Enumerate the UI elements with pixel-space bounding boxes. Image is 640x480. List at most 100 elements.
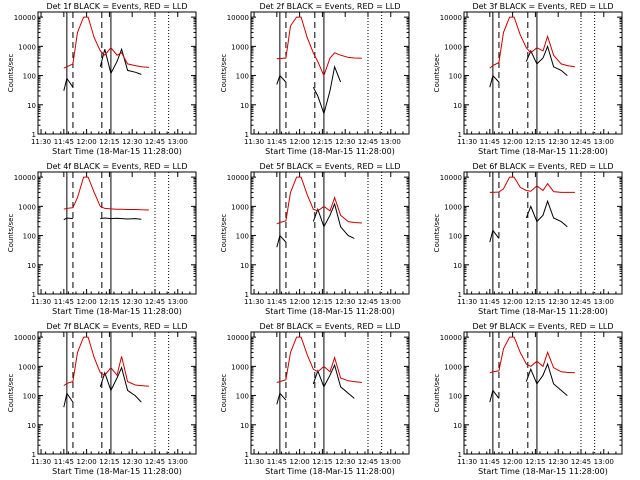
series-line-lld: [63, 336, 149, 387]
series-line-lld: [276, 16, 362, 77]
series-line-lld: [63, 16, 149, 69]
x-tick-label: 11:30: [31, 138, 51, 146]
x-axis-label: Start Time (18-Mar-15 11:28:00): [478, 467, 608, 476]
x-tick-label: 12:15: [99, 138, 119, 146]
x-tick-label: 12:00: [503, 138, 523, 146]
x-tick-label: 11:45: [267, 298, 287, 306]
y-tick-label: 1000: [18, 203, 36, 211]
y-axis-label: Counts/sec: [7, 374, 15, 413]
x-tick-label: 11:45: [54, 138, 74, 146]
x-axis-label: Start Time (18-Mar-15 11:28:00): [265, 147, 395, 156]
plot-frame: [463, 11, 623, 135]
x-tick-label: 12:00: [77, 458, 97, 466]
x-tick-label: 12:15: [525, 298, 545, 306]
y-tick-label: 100: [236, 233, 249, 241]
y-tick-label: 1: [32, 131, 36, 139]
series-line-events: [63, 366, 142, 408]
x-tick-label: 12:15: [525, 138, 545, 146]
plot-frame: [37, 11, 197, 135]
y-axis-label: Counts/sec: [7, 54, 15, 93]
y-tick-label: 10000: [440, 334, 462, 342]
y-tick-label: 1: [245, 131, 249, 139]
x-tick-label: 12:45: [145, 458, 165, 466]
x-tick-label: 13:00: [381, 138, 401, 146]
y-tick-label: 100: [236, 393, 249, 401]
x-tick-label: 12:00: [77, 298, 97, 306]
x-axis-label: Start Time (18-Mar-15 11:28:00): [478, 307, 608, 316]
y-tick-label: 1000: [231, 203, 249, 211]
series-line-events: [276, 202, 355, 248]
y-axis-label: Counts/sec: [220, 214, 228, 253]
x-tick-label: 11:45: [267, 458, 287, 466]
x-axis-label: Start Time (18-Mar-15 11:28:00): [52, 307, 182, 316]
y-tick-label: 1: [32, 451, 36, 459]
y-tick-label: 10000: [227, 334, 249, 342]
y-tick-label: 10000: [14, 174, 36, 182]
x-tick-label: 12:30: [548, 138, 568, 146]
x-tick-label: 11:30: [31, 298, 51, 306]
x-tick-label: 12:00: [503, 298, 523, 306]
y-tick-label: 1: [245, 451, 249, 459]
x-tick-label: 11:30: [457, 298, 477, 306]
x-tick-label: 13:00: [594, 458, 614, 466]
detector-panel-8: 1 10 100 1000 10000 11:30 11:45 12:00 12:15 12:30…: [220, 322, 410, 476]
y-tick-label: 1: [458, 451, 462, 459]
y-tick-label: 10000: [227, 14, 249, 22]
series-line-events: [489, 362, 568, 403]
detector-panel-5: 1 10 100 1000 10000 11:30 11:45 12:00 12:15 12:30…: [220, 162, 410, 316]
x-tick-label: 12:15: [525, 458, 545, 466]
y-tick-label: 100: [236, 73, 249, 81]
y-tick-label: 1000: [231, 43, 249, 51]
y-tick-label: 10: [240, 422, 249, 430]
x-tick-label: 13:00: [168, 138, 188, 146]
x-tick-label: 12:45: [571, 458, 591, 466]
y-tick-label: 1: [458, 131, 462, 139]
x-tick-label: 11:45: [54, 298, 74, 306]
y-tick-label: 10000: [14, 334, 36, 342]
y-tick-label: 100: [449, 393, 462, 401]
series-line-lld: [276, 336, 362, 383]
x-tick-label: 12:45: [571, 138, 591, 146]
series-line-lld: [489, 336, 575, 374]
x-tick-label: 13:00: [594, 138, 614, 146]
plot-frame: [250, 331, 410, 455]
series-line-events: [63, 217, 142, 221]
y-tick-label: 10000: [227, 174, 249, 182]
y-tick-label: 10: [453, 422, 462, 430]
x-tick-label: 12:00: [290, 458, 310, 466]
x-tick-label: 11:30: [457, 458, 477, 466]
series-line-events: [63, 47, 142, 91]
y-tick-label: 10000: [14, 14, 36, 22]
x-tick-label: 12:45: [145, 298, 165, 306]
y-axis-label: Counts/sec: [433, 374, 441, 413]
x-tick-label: 12:45: [358, 298, 378, 306]
y-tick-label: 1000: [444, 363, 462, 371]
detector-panel-3: 1 10 100 1000 10000 11:30 11:45 12:00 12:15 12:30…: [433, 2, 623, 156]
y-tick-label: 1: [458, 291, 462, 299]
x-tick-label: 11:30: [244, 138, 264, 146]
x-tick-label: 13:00: [168, 458, 188, 466]
x-axis-label: Start Time (18-Mar-15 11:28:00): [478, 147, 608, 156]
y-axis-label: Counts/sec: [7, 214, 15, 253]
plot-title: Det 4f BLACK = Events, RED = LLD: [46, 162, 187, 171]
x-tick-label: 13:00: [594, 298, 614, 306]
plot-title: Det 3f BLACK = Events, RED = LLD: [472, 2, 613, 11]
x-tick-label: 12:30: [122, 138, 142, 146]
y-axis-label: Counts/sec: [220, 54, 228, 93]
x-tick-label: 13:00: [381, 458, 401, 466]
y-tick-label: 100: [449, 233, 462, 241]
plot-frame: [463, 331, 623, 455]
x-tick-label: 11:45: [267, 138, 287, 146]
plot-frame: [37, 171, 197, 295]
x-tick-label: 11:45: [54, 458, 74, 466]
plot-title: Det 8f BLACK = Events, RED = LLD: [259, 322, 400, 331]
x-tick-label: 12:30: [335, 298, 355, 306]
y-tick-label: 1000: [444, 43, 462, 51]
detector-panel-7: 1 10 100 1000 10000 11:30 11:45 12:00 12:15 12:30…: [7, 322, 197, 476]
plot-frame: [463, 171, 623, 295]
x-axis-label: Start Time (18-Mar-15 11:28:00): [265, 467, 395, 476]
y-tick-label: 100: [23, 73, 36, 81]
x-tick-label: 12:30: [335, 138, 355, 146]
x-tick-label: 11:30: [31, 458, 51, 466]
x-tick-label: 11:45: [480, 298, 500, 306]
